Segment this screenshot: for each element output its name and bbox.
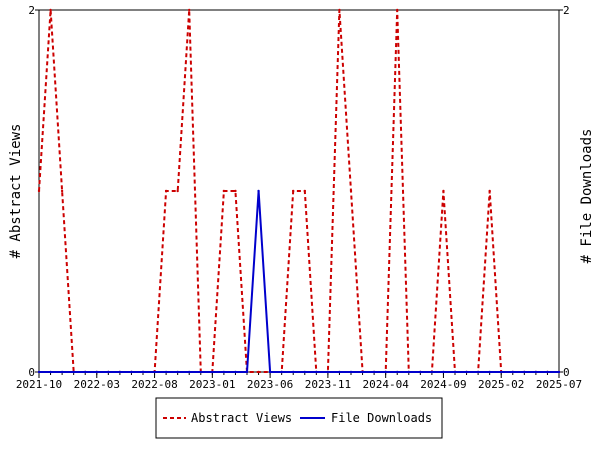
data-point-file-downloads [176,370,179,374]
data-point-file-downloads [107,370,110,374]
left-y-axis: 02 [28,4,39,379]
data-point-abstract-views [164,189,168,193]
data-point-file-downloads [396,370,399,374]
right-y-tick-label: 0 [563,366,570,379]
data-point-file-downloads [546,370,549,374]
data-point-file-downloads [153,370,156,374]
legend: Abstract Views File Downloads [155,397,443,439]
series-layer [37,8,561,374]
right-y-axis: 02 [559,4,570,379]
data-point-file-downloads [349,370,353,374]
data-point-file-downloads [130,370,133,374]
right-y-tick-label: 2 [563,4,570,17]
data-point-file-downloads [500,370,503,374]
data-point-file-downloads [419,370,422,374]
x-tick-label: 2025-02 [478,378,524,391]
data-point-file-downloads [164,370,168,374]
data-point-file-downloads [372,370,376,374]
x-tick-label: 2023-11 [305,378,351,391]
data-point-file-downloads [49,370,52,374]
data-point-file-downloads [188,370,191,374]
data-point-file-downloads [211,370,214,374]
data-point-file-downloads [407,370,410,374]
data-point-file-downloads [338,370,341,374]
data-point-abstract-views [37,189,41,193]
x-tick-label: 2024-09 [420,378,466,391]
data-point-abstract-views [234,189,237,193]
data-point-file-downloads [245,370,249,374]
left-y-tick-label: 0 [28,366,35,379]
data-point-file-downloads [326,370,330,374]
data-point-file-downloads [118,370,122,374]
x-tick-label: 2023-06 [247,378,293,391]
data-point-file-downloads [511,370,514,374]
data-point-abstract-views [60,189,64,193]
data-point-file-downloads [84,370,87,374]
data-point-file-downloads [303,370,306,374]
series-line-file-downloads [39,190,559,373]
data-point-abstract-views [257,370,260,374]
data-point-abstract-views [292,189,295,193]
data-point-abstract-views [349,189,353,193]
data-point-abstract-views [488,189,491,193]
data-point-file-downloads [442,370,445,374]
data-point-abstract-views [442,189,445,193]
data-point-file-downloads [280,370,283,374]
data-point-file-downloads [257,189,260,193]
data-point-file-downloads [361,370,364,374]
data-point-file-downloads [292,370,295,374]
legend-label-abstract-views: Abstract Views [191,411,292,425]
x-tick-label: 2022-08 [131,378,177,391]
x-tick-label: 2024-04 [362,378,409,391]
data-point-file-downloads [453,370,457,374]
data-point-abstract-views [338,8,341,12]
data-point-file-downloads [60,370,64,374]
data-point-file-downloads [476,370,480,374]
data-point-file-downloads [557,370,561,374]
legend-box [155,397,443,439]
data-point-file-downloads [95,370,98,374]
x-tick-label: 2021-10 [16,378,62,391]
data-point-file-downloads [222,370,226,374]
left-y-tick-label: 2 [28,4,35,17]
right-y-axis-title: # File Downloads [579,129,595,264]
data-point-abstract-views [49,8,52,12]
data-point-file-downloads [534,370,538,374]
x-axis: 2021-10 2022-03 2022-08 2023-01 2023-06 2023-… [16,372,582,391]
data-point-file-downloads [465,370,468,374]
data-point-file-downloads [141,370,145,374]
legend-label-file-downloads: File Downloads [331,411,432,425]
data-point-file-downloads [199,370,202,374]
data-point-abstract-views [176,189,179,193]
data-point-file-downloads [234,370,237,374]
data-point-abstract-views [303,189,306,193]
data-point-abstract-views [222,189,226,193]
data-point-file-downloads [523,370,526,374]
data-point-file-downloads [72,370,75,374]
data-point-file-downloads [430,370,434,374]
data-point-file-downloads [488,370,491,374]
x-tick-label: 2025-07 [536,378,582,391]
left-y-axis-title: # Abstract Views [8,124,24,259]
data-point-file-downloads [384,370,387,374]
data-point-file-downloads [268,370,272,374]
data-point-file-downloads [315,370,318,374]
data-point-abstract-views [188,8,191,12]
data-point-abstract-views [396,8,399,12]
data-point-file-downloads [37,370,41,374]
x-tick-label: 2023-01 [189,378,235,391]
x-tick-label: 2022-03 [74,378,120,391]
